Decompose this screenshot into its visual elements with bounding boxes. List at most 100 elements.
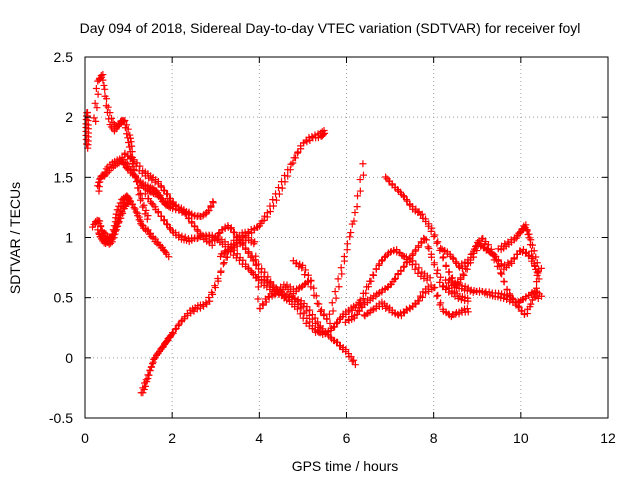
data-point: [298, 264, 306, 272]
data-point: [296, 310, 304, 318]
data-point: [123, 130, 131, 138]
y-tick-label: -0.5: [49, 410, 73, 426]
data-point: [264, 273, 272, 281]
data-point: [414, 243, 422, 251]
data-point: [500, 278, 508, 286]
data-point: [106, 109, 114, 117]
data-point: [497, 269, 505, 277]
data-point: [530, 293, 538, 301]
data-point: [472, 288, 480, 296]
data-point: [181, 233, 189, 241]
data-point: [464, 294, 472, 302]
data-point: [163, 220, 171, 228]
data-point: [300, 309, 308, 317]
data-point: [312, 292, 320, 300]
x-tick-label: 6: [343, 430, 351, 446]
data-point: [367, 277, 375, 285]
data-point: [131, 205, 139, 213]
series-track: [94, 153, 217, 221]
data-point: [270, 287, 278, 295]
data-point: [112, 226, 120, 234]
data-point: [128, 148, 136, 156]
data-point: [188, 218, 196, 226]
data-point: [104, 232, 112, 240]
data-point: [202, 299, 210, 307]
data-point: [154, 178, 162, 186]
data-point: [121, 116, 129, 124]
data-point: [242, 244, 250, 252]
chart-title: Day 094 of 2018, Sidereal Day-to-day VTE…: [80, 20, 581, 36]
y-tick-label: 0.5: [54, 290, 74, 306]
data-point: [318, 306, 326, 314]
data-point: [207, 203, 215, 211]
data-point: [457, 296, 465, 304]
data-point: [340, 252, 348, 260]
data-point: [397, 188, 405, 196]
data-point: [113, 206, 121, 214]
data-point: [104, 103, 112, 111]
data-point: [214, 274, 222, 282]
series-track: [217, 232, 315, 313]
data-point: [346, 233, 354, 241]
data-point: [129, 157, 137, 165]
data-point: [148, 199, 156, 207]
data-point: [141, 190, 149, 198]
data-point: [350, 356, 358, 364]
axis-ticks: 0 2 4 6 8 10 12 -0.5 0 0.5 1 1.5 2 2.5: [49, 49, 616, 446]
data-point: [233, 250, 241, 258]
data-point: [136, 162, 144, 170]
data-point: [514, 302, 522, 310]
data-point: [126, 134, 134, 142]
data-point: [436, 301, 444, 309]
data-point: [442, 262, 450, 270]
series-track: [82, 108, 92, 152]
data-point: [437, 273, 445, 281]
data-point: [400, 263, 408, 271]
data-point: [123, 198, 131, 206]
data-point: [498, 290, 506, 298]
data-point: [532, 253, 540, 261]
y-tick-label: 2.5: [54, 49, 74, 65]
data-point: [128, 200, 136, 208]
data-point: [347, 229, 355, 237]
data-point: [427, 227, 435, 235]
series-track: [438, 238, 542, 277]
data-point: [229, 228, 237, 236]
data-point: [253, 274, 261, 282]
data-point: [319, 131, 327, 139]
data-point: [412, 260, 420, 268]
data-point: [538, 292, 546, 300]
data-point: [292, 154, 300, 162]
data-point: [140, 386, 148, 394]
data-point: [114, 122, 122, 130]
data-point: [434, 291, 442, 299]
data-point: [278, 184, 286, 192]
data-point: [362, 289, 370, 297]
data-point: [375, 261, 383, 269]
data-point: [457, 275, 465, 283]
data-point: [169, 329, 177, 337]
data-point: [391, 275, 399, 283]
data-point: [314, 318, 322, 326]
data-point: [430, 284, 438, 292]
data-point: [459, 270, 467, 278]
data-point: [281, 292, 289, 300]
data-point: [273, 196, 281, 204]
series-track: [360, 281, 472, 321]
data-point: [535, 275, 543, 283]
data-point: [297, 304, 305, 312]
data-point: [101, 85, 109, 93]
data-point: [144, 212, 152, 220]
data-point: [354, 192, 362, 200]
data-point: [261, 268, 269, 276]
data-point: [481, 240, 489, 248]
data-point: [500, 294, 508, 302]
data-point: [254, 283, 262, 291]
data-point: [247, 253, 255, 261]
data-point: [286, 166, 294, 174]
data-point: [359, 171, 367, 179]
data-point: [391, 274, 399, 282]
data-point: [110, 231, 118, 239]
data-point: [334, 275, 342, 283]
data-point: [425, 244, 433, 252]
